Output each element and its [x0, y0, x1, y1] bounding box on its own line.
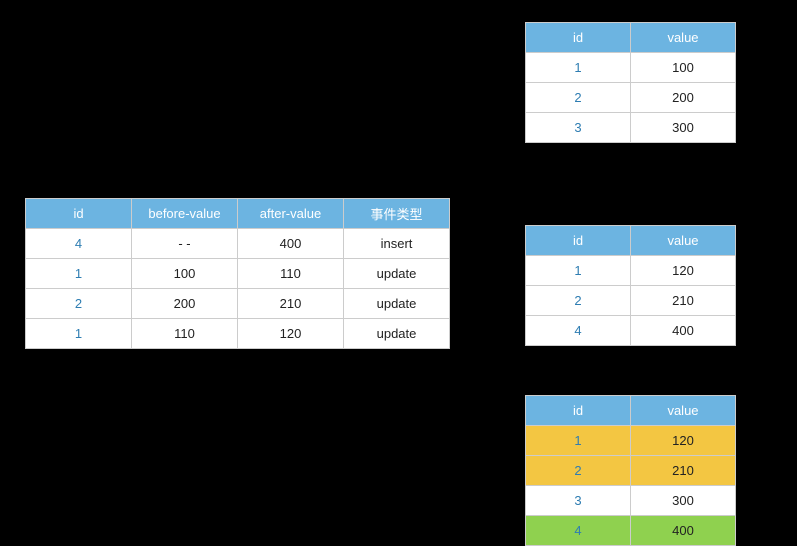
- snapshot-table-2: id value 1 120 2 210 4 400: [525, 225, 736, 346]
- cell-id: 1: [526, 256, 631, 286]
- table-row: 4 400: [526, 316, 736, 346]
- col-before-value: before-value: [132, 199, 238, 229]
- table-header-row: id before-value after-value 事件类型: [26, 199, 450, 229]
- col-value: value: [631, 396, 736, 426]
- table-row: 2 200: [526, 83, 736, 113]
- col-event-type: 事件类型: [344, 199, 450, 229]
- table-header-row: id value: [526, 226, 736, 256]
- cell-value: 300: [631, 113, 736, 143]
- col-id: id: [526, 226, 631, 256]
- cell-id: 2: [526, 286, 631, 316]
- cell-before: - -: [132, 229, 238, 259]
- col-value: value: [631, 23, 736, 53]
- table-row: 4 - - 400 insert: [26, 229, 450, 259]
- cell-value: 100: [631, 53, 736, 83]
- cell-before: 200: [132, 289, 238, 319]
- cell-event: update: [344, 259, 450, 289]
- table-row: 1 110 120 update: [26, 319, 450, 349]
- cell-event: update: [344, 319, 450, 349]
- cell-value: 400: [631, 516, 736, 546]
- snapshot-table-3: id value 1 120 2 210 3 300 4 400: [525, 395, 736, 546]
- cell-value: 120: [631, 426, 736, 456]
- cell-id: 1: [526, 426, 631, 456]
- table-row: 2 210: [526, 456, 736, 486]
- cell-before: 110: [132, 319, 238, 349]
- col-id: id: [26, 199, 132, 229]
- cell-after: 110: [238, 259, 344, 289]
- cell-value: 120: [631, 256, 736, 286]
- cell-value: 210: [631, 456, 736, 486]
- snapshot-table-1: id value 1 100 2 200 3 300: [525, 22, 736, 143]
- table-row: 3 300: [526, 113, 736, 143]
- cell-id: 4: [26, 229, 132, 259]
- col-value: value: [631, 226, 736, 256]
- cell-id: 3: [526, 486, 631, 516]
- cell-id: 2: [526, 83, 631, 113]
- cell-after: 210: [238, 289, 344, 319]
- table-row: 2 200 210 update: [26, 289, 450, 319]
- cell-id: 1: [26, 319, 132, 349]
- cell-value: 200: [631, 83, 736, 113]
- cell-id: 3: [526, 113, 631, 143]
- cell-event: update: [344, 289, 450, 319]
- table-row: 1 100: [526, 53, 736, 83]
- col-id: id: [526, 396, 631, 426]
- cell-value: 400: [631, 316, 736, 346]
- col-after-value: after-value: [238, 199, 344, 229]
- cell-id: 4: [526, 516, 631, 546]
- cell-value: 210: [631, 286, 736, 316]
- cell-id: 1: [26, 259, 132, 289]
- cell-id: 2: [526, 456, 631, 486]
- table-row: 1 120: [526, 256, 736, 286]
- table-row: 1 100 110 update: [26, 259, 450, 289]
- table-row: 2 210: [526, 286, 736, 316]
- cell-event: insert: [344, 229, 450, 259]
- table-row: 1 120: [526, 426, 736, 456]
- table-row: 3 300: [526, 486, 736, 516]
- events-table: id before-value after-value 事件类型 4 - - 4…: [25, 198, 450, 349]
- table-header-row: id value: [526, 396, 736, 426]
- cell-id: 4: [526, 316, 631, 346]
- col-id: id: [526, 23, 631, 53]
- cell-value: 300: [631, 486, 736, 516]
- table-row: 4 400: [526, 516, 736, 546]
- table-header-row: id value: [526, 23, 736, 53]
- cell-after: 120: [238, 319, 344, 349]
- cell-id: 2: [26, 289, 132, 319]
- cell-id: 1: [526, 53, 631, 83]
- cell-before: 100: [132, 259, 238, 289]
- cell-after: 400: [238, 229, 344, 259]
